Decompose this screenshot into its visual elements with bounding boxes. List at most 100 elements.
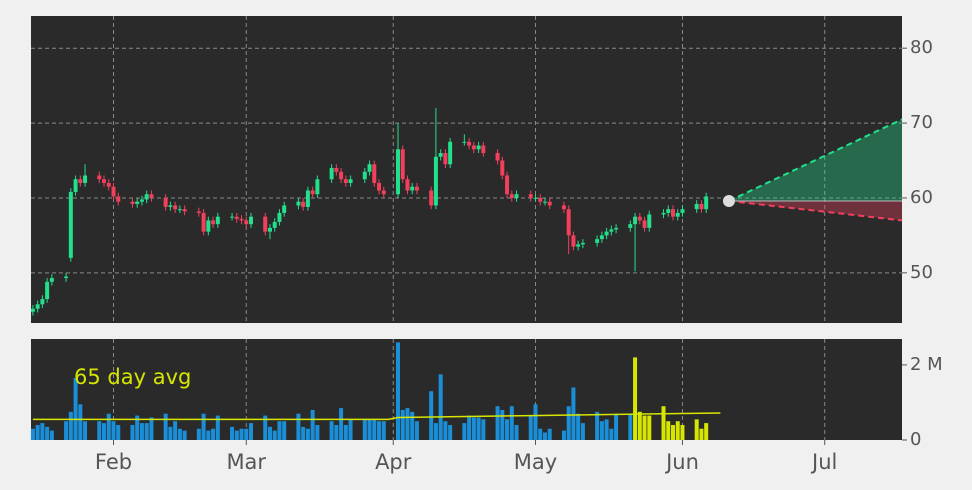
volume-bar <box>566 406 571 440</box>
volume-bar <box>139 423 144 440</box>
candle-body <box>576 244 581 247</box>
candle-body <box>49 278 54 282</box>
average-line <box>32 412 721 421</box>
volume-bar <box>448 424 453 440</box>
price-panel <box>31 16 902 323</box>
candle-body <box>372 164 377 183</box>
volume-bar <box>249 423 254 440</box>
volume-panel <box>31 339 902 440</box>
volume-bar <box>244 428 249 440</box>
candle-body <box>263 216 268 232</box>
volume-bar <box>102 423 107 440</box>
candle-body <box>339 171 344 180</box>
volume-bar <box>462 423 467 440</box>
volume-bar <box>263 415 268 440</box>
volume-bar <box>315 424 320 440</box>
candle-body <box>661 212 666 215</box>
candle-body <box>538 197 543 202</box>
volume-bar <box>201 413 206 440</box>
candle-body <box>495 153 500 161</box>
candle-body <box>362 171 367 180</box>
candle-body <box>215 216 220 225</box>
volume-bar <box>538 428 543 440</box>
x-tick-label: Jul <box>810 450 837 474</box>
volume-bar <box>495 406 500 440</box>
candle-body <box>206 220 211 232</box>
candle-body <box>599 235 604 240</box>
volume-bar <box>106 413 111 440</box>
volume-bar <box>35 424 40 440</box>
candle-body <box>633 216 638 225</box>
volume-bar <box>377 421 382 440</box>
candle-body <box>528 194 533 198</box>
volume-bar <box>381 421 386 440</box>
volume-bar <box>367 419 372 440</box>
candle-body <box>666 209 671 213</box>
candle-body <box>272 221 277 228</box>
candle-body <box>405 179 410 191</box>
candle-body <box>448 141 453 165</box>
candle-body <box>561 205 566 210</box>
volume-bar <box>680 424 685 440</box>
candle-body <box>595 239 600 243</box>
candle-body <box>400 149 405 180</box>
volume-bar <box>481 419 486 440</box>
candle-body <box>481 145 486 154</box>
volume-bar <box>505 419 510 440</box>
candle-body <box>509 194 514 198</box>
candle-body <box>571 235 576 247</box>
candle-body <box>433 156 438 206</box>
candle-body <box>410 186 415 191</box>
candle-body <box>580 242 585 245</box>
candle-body <box>628 224 633 228</box>
candle-body <box>343 179 348 183</box>
volume-bar <box>343 424 348 440</box>
candle-body <box>694 203 699 210</box>
volume-bar <box>443 421 448 440</box>
volume-bar <box>64 421 69 440</box>
volume-bar <box>614 413 619 440</box>
volume-bar <box>163 413 168 440</box>
candle-body <box>83 175 88 183</box>
volume-bar <box>666 421 671 440</box>
volume-bar <box>40 423 45 440</box>
candle-body <box>377 182 382 191</box>
candle-body <box>315 179 320 195</box>
volume-bar <box>282 421 287 440</box>
forecast-upper <box>728 118 903 202</box>
y-tick-label: 60 <box>910 187 933 208</box>
volume-bar <box>329 421 334 440</box>
volume-bar <box>97 421 102 440</box>
candle-body <box>462 141 467 143</box>
volume-bar <box>111 421 116 440</box>
volume-bar <box>576 413 581 440</box>
candle-body <box>116 196 121 202</box>
candle-body <box>177 209 182 211</box>
volume-bar <box>83 421 88 440</box>
volume-bar <box>595 411 600 440</box>
volume-bar <box>362 419 367 440</box>
candle-body <box>106 182 111 187</box>
y-tick-label: 50 <box>910 262 933 283</box>
volume-bar <box>410 411 415 440</box>
volume-bar <box>211 428 216 440</box>
volume-bar <box>267 426 272 440</box>
candle-body <box>149 194 154 198</box>
candle-body <box>514 194 519 198</box>
candle-body <box>267 227 272 232</box>
volume-bar <box>348 419 353 440</box>
candle-body <box>168 205 173 207</box>
candle-body <box>566 209 571 236</box>
candle-body <box>40 299 45 305</box>
forecast-start <box>722 194 735 207</box>
volume-bar <box>334 424 339 440</box>
volume-bar <box>561 430 566 440</box>
candle-body <box>704 196 709 210</box>
candle-body <box>64 276 69 279</box>
candle-body <box>102 179 107 183</box>
volume-bar <box>609 428 614 440</box>
volume-bar <box>438 374 443 440</box>
candle-body <box>547 201 552 206</box>
candle-body <box>647 214 652 228</box>
volume-bar <box>633 357 638 440</box>
